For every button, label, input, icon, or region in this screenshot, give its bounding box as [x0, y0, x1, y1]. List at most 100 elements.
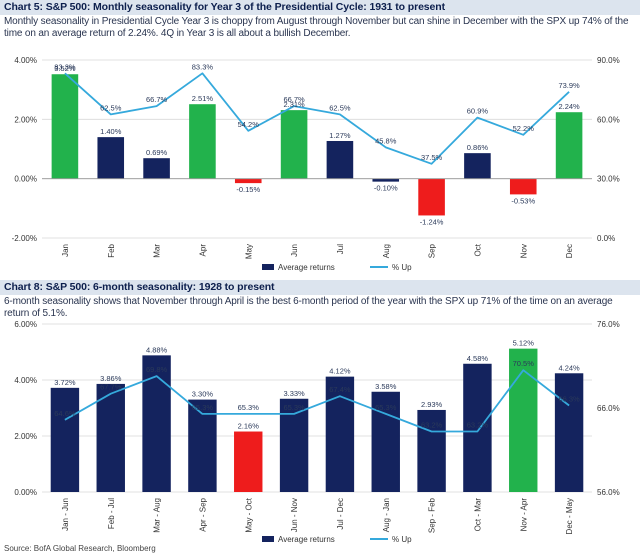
chart-8-category-label: Jun - Nov: [290, 498, 299, 532]
chart-5-category-label: Oct: [473, 243, 482, 256]
chart-8-category-label: Jul - Dec: [336, 498, 345, 530]
chart-5-category-label: Jan: [61, 244, 70, 257]
chart-5-pct-label: 54.2%: [238, 120, 260, 129]
chart-8-pct-label: 65.3%: [283, 403, 305, 412]
chart-8-pct-label: 65.3%: [192, 403, 214, 412]
chart-5-value-label: -0.10%: [374, 184, 398, 193]
chart-5-pct-label: 83.3%: [192, 62, 214, 71]
chart-5-category-label: Jun: [290, 244, 299, 257]
chart-5-pct-label: 62.5%: [329, 103, 351, 112]
chart-8-legend-swatch-bars: [262, 536, 274, 542]
chart-8-y2-tick-label: 76.0%: [597, 320, 620, 329]
chart-8-bar-jun-nov: [279, 398, 309, 492]
chart-8-category-label: Dec - May: [565, 498, 574, 534]
chart-8-category-label: Oct - Mar: [473, 498, 482, 532]
chart-8-subtitle: 6-month seasonality shows that November …: [4, 296, 613, 319]
chart-5-category-label: May: [244, 244, 253, 259]
chart-5-legend-label-line: % Up: [392, 263, 412, 272]
chart-5-bar-jul: [326, 140, 354, 179]
chart-8-pct-label: 67.7%: [100, 383, 122, 392]
chart-5-pct-label: 83.3%: [54, 62, 76, 71]
chart-8-bar-nov-apr: [509, 348, 538, 492]
chart-5-subtitle: Monthly seasonality in Presidential Cycl…: [4, 16, 629, 39]
chart-8-block: Chart 8: S&P 500: 6-month seasonality: 1…: [0, 280, 640, 544]
chart-8-y-tick-label: 6.00%: [14, 320, 37, 329]
chart-5-y2-tick-label: 90.0%: [597, 56, 620, 65]
chart-8-bar-may-oct: [234, 431, 263, 492]
chart-8-legend-label-line: % Up: [392, 535, 412, 544]
chart-8-pct-up-line: [64, 369, 570, 433]
chart-5-block: Chart 5: S&P 500: Monthly seasonality fo…: [0, 0, 640, 272]
chart-5-y2-tick-label: 60.0%: [597, 115, 620, 124]
chart-5-bar-nov: [509, 178, 537, 195]
chart-8-pct-label: 67.4%: [329, 385, 351, 394]
chart-8-bar-apr-sep: [188, 399, 217, 492]
chart-5-value-label: 1.27%: [329, 131, 351, 140]
chart-5-title: Chart 5: S&P 500: Monthly seasonality fo…: [4, 1, 446, 13]
chart-5-value-label: -0.15%: [236, 185, 260, 194]
chart-8-category-label: Jan - Jun: [61, 498, 70, 531]
chart-5-y-tick-label: -2.00%: [12, 234, 37, 243]
chart-8-y-tick-label: 2.00%: [14, 432, 37, 441]
chart-5-value-label: 1.40%: [100, 127, 122, 136]
chart-5-y-tick-label: 0.00%: [14, 175, 37, 184]
chart-5-bar-may: [234, 178, 262, 184]
chart-5-category-label: Jul: [336, 244, 345, 254]
chart-8-category-label: Aug - Jan: [382, 498, 391, 532]
chart-8-title: Chart 8: S&P 500: 6-month seasonality: 1…: [4, 281, 275, 293]
chart-8-category-label: Sep - Feb: [428, 497, 437, 533]
chart-5-category-label: Apr: [198, 244, 207, 257]
chart-5-pct-label: 45.8%: [375, 136, 397, 145]
chart-5-pct-label: 60.9%: [467, 107, 489, 116]
chart-5-value-label: -1.24%: [420, 217, 444, 226]
chart-5-bar-apr: [189, 104, 216, 179]
chart-5-pct-up-line: [64, 72, 570, 165]
chart-5-category-label: Feb: [107, 243, 116, 257]
chart-5-title-bar: [0, 0, 640, 15]
chart-8-pct-label: 69.8%: [146, 365, 168, 374]
chart-8-value-label: 3.86%: [100, 374, 122, 383]
chart-8-category-label: May - Oct: [244, 497, 253, 532]
chart-5-bar-feb: [97, 137, 125, 179]
source-note: Source: BofA Global Research, Bloomberg: [4, 544, 156, 553]
chart-8-pct-label: 65.3%: [375, 403, 397, 412]
chart-5-pct-label: 66.7%: [146, 95, 168, 104]
chart-8-bar-aug-jan: [371, 391, 400, 492]
chart-5-bar-dec: [555, 112, 583, 179]
chart-5-pct-label: 52.2%: [513, 124, 535, 133]
chart-5-value-label: 2.51%: [192, 94, 214, 103]
chart-5-bar-mar: [143, 158, 170, 179]
chart-5-value-label: 2.31%: [283, 100, 305, 109]
chart-8-legend-label-bars: Average returns: [278, 535, 335, 544]
chart-5-y2-tick-label: 0.0%: [597, 234, 615, 243]
chart-5-category-label: Nov: [519, 244, 528, 258]
chart-5-legend-label-bars: Average returns: [278, 263, 335, 272]
chart-8-bar-feb-jul: [96, 383, 125, 492]
chart-8-value-label: 3.72%: [54, 378, 76, 387]
chart-8-pct-label: 66.3%: [558, 394, 580, 403]
chart-8-bar-jan-jun: [50, 387, 80, 492]
chart-5-pct-label: 66.7%: [283, 95, 305, 104]
chart-5-category-label: Aug: [382, 244, 391, 258]
chart-8-value-label: 3.58%: [375, 382, 397, 391]
chart-5-category-label: Sep: [428, 243, 437, 258]
chart-8-value-label: 5.12%: [513, 339, 535, 348]
chart-8-bar-dec-may: [554, 373, 584, 492]
chart-8-value-label: 2.16%: [238, 422, 260, 431]
chart-8-bar-sep-feb: [417, 409, 446, 492]
chart-5-bar-oct: [464, 153, 491, 179]
chart-5-y2-tick-label: 30.0%: [597, 175, 620, 184]
chart-5-y-tick-label: 2.00%: [14, 115, 37, 124]
chart-5-value-label: -0.53%: [511, 196, 535, 205]
chart-8-category-label: Feb - Jul: [107, 498, 116, 529]
chart-5-bar-aug: [372, 178, 400, 182]
chart-8-category-label: Apr - Sep: [198, 497, 207, 531]
chart-8-category-label: Nov - Apr: [519, 498, 528, 532]
chart-5-bar-jun: [280, 110, 308, 179]
chart-8-title-bar: [0, 280, 640, 295]
chart-8-plot: 0.00% 2.00% 4.00% 6.00% 56.0% 66.0% 76.0% 64.6%…: [14, 320, 620, 544]
chart-8-y2-tick-label: 66.0%: [597, 404, 620, 413]
chart-8-y-tick-label: 0.00%: [14, 488, 37, 497]
chart-8-value-label: 4.58%: [467, 354, 489, 363]
chart-8-bar-oct-mar: [463, 363, 492, 492]
